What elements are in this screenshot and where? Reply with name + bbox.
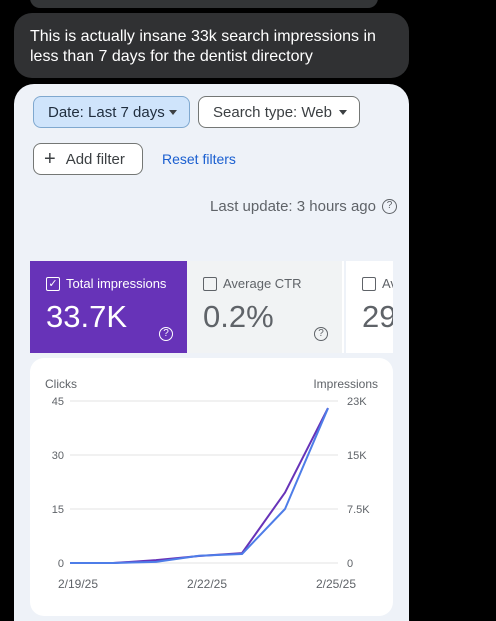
clicks-line: [70, 407, 329, 564]
right-tick-label: 7.5K: [347, 504, 370, 516]
x-tick-label: 2/25/25: [316, 577, 356, 591]
right-tick-label: 23K: [347, 396, 367, 408]
left-tick-label: 45: [52, 396, 64, 408]
metric-value: 0.2%: [203, 299, 274, 334]
impressions-line: [70, 407, 329, 564]
previous-message-bubble: [30, 0, 378, 8]
metric-value: 29: [362, 299, 393, 334]
metric-label: Total impressions: [66, 276, 167, 291]
left-tick-label: 0: [58, 558, 64, 570]
metrics-row: ✓ Total impressions 33.7K ? Average CTR …: [30, 261, 393, 353]
right-axis-label: Impressions: [313, 377, 378, 391]
metric-average-ctr[interactable]: Average CTR 0.2% ?: [187, 261, 344, 353]
search-console-screenshot[interactable]: Date: Last 7 days Search type: Web + Add…: [14, 84, 409, 621]
left-tick-label: 15: [52, 504, 64, 516]
message-text: This is actually insane 33k search impre…: [30, 28, 376, 65]
add-filter-button[interactable]: + Add filter: [33, 143, 143, 175]
add-filter-label: Add filter: [65, 150, 125, 168]
metric-average-position[interactable]: Av 29: [346, 261, 393, 353]
help-icon[interactable]: ?: [382, 199, 397, 214]
dropdown-caret-icon: [339, 109, 347, 115]
last-update-text: Last update: 3 hours ago: [210, 198, 376, 215]
checkbox-icon[interactable]: [203, 276, 217, 291]
left-tick-label: 30: [52, 450, 64, 462]
dropdown-caret-icon: [169, 109, 177, 115]
search-type-label: Search type: Web: [213, 103, 332, 121]
performance-chart-card: Clicks Impressions 45 30 15 0 23K 15K 7.5K 0 2/19/…: [30, 358, 393, 616]
right-tick-label: 15K: [347, 450, 367, 462]
plus-icon: +: [44, 148, 56, 170]
metric-label: Average CTR: [223, 276, 302, 291]
checkbox-checked-icon[interactable]: ✓: [46, 276, 60, 291]
metric-value: 33.7K: [46, 299, 128, 334]
last-update-info: Last update: 3 hours ago ?: [210, 198, 397, 215]
left-axis-label: Clicks: [45, 377, 77, 391]
reset-filters-link[interactable]: Reset filters: [162, 151, 236, 167]
checkbox-icon[interactable]: [362, 276, 376, 291]
right-tick-label: 0: [347, 558, 353, 570]
metric-total-impressions[interactable]: ✓ Total impressions 33.7K ?: [30, 261, 187, 353]
help-icon[interactable]: ?: [159, 327, 173, 341]
help-icon[interactable]: ?: [314, 327, 328, 341]
date-filter-label: Date: Last 7 days: [48, 103, 165, 121]
chat-message-bubble: This is actually insane 33k search impre…: [14, 13, 409, 78]
x-tick-label: 2/22/25: [187, 577, 227, 591]
metric-label: Av: [382, 276, 393, 291]
date-filter-chip[interactable]: Date: Last 7 days: [33, 96, 190, 128]
x-tick-label: 2/19/25: [58, 577, 98, 591]
search-type-chip[interactable]: Search type: Web: [198, 96, 360, 128]
performance-chart: Clicks Impressions 45 30 15 0 23K 15K 7.5K 0 2/19/…: [45, 377, 378, 591]
